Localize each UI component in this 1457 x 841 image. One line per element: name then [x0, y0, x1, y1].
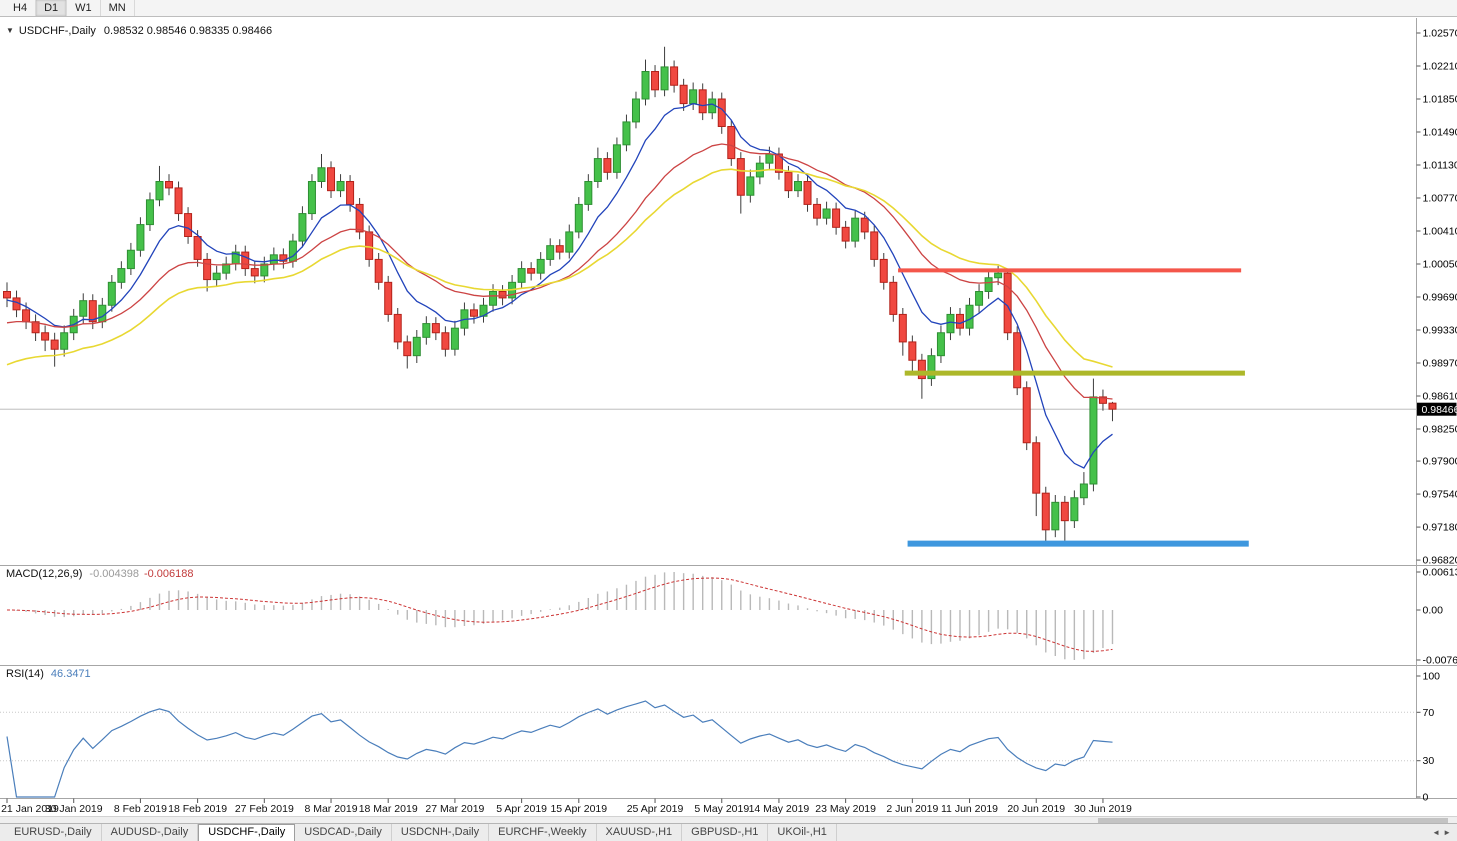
svg-text:0.98250: 0.98250: [1423, 424, 1457, 436]
tab-scroll-buttons: ◄ ►: [1426, 824, 1457, 841]
scrollbar-thumb[interactable]: [1098, 818, 1448, 823]
macd-indicator: [6, 572, 1114, 660]
svg-text:8 Feb 2019: 8 Feb 2019: [114, 803, 167, 815]
svg-text:0.98610: 0.98610: [1423, 391, 1457, 403]
tab-xauusd-h1[interactable]: XAUUSD-,H1: [597, 824, 683, 841]
svg-text:1.00050: 1.00050: [1423, 259, 1457, 271]
svg-text:0: 0: [1423, 792, 1429, 804]
chart-canvas[interactable]: 1.02570 1.02210 1.01850 1.01490 1.01130 1.007…: [0, 0, 1457, 823]
tab-audusd-daily[interactable]: AUDUSD-,Daily: [102, 824, 199, 841]
svg-text:20 Jun 2019: 20 Jun 2019: [1007, 803, 1065, 815]
panel-separators: [0, 18, 1457, 799]
svg-text:0.00613: 0.00613: [1423, 567, 1457, 579]
rsi-value: 46.3471: [50, 668, 91, 680]
timeframe-w1-button[interactable]: W1: [67, 0, 101, 16]
svg-text:0.96820: 0.96820: [1423, 555, 1457, 567]
horizontal-line-objects[interactable]: [898, 268, 1249, 547]
svg-text:70: 70: [1423, 707, 1435, 719]
tab-gbpusd-h1[interactable]: GBPUSD-,H1: [682, 824, 769, 841]
svg-text:1.02210: 1.02210: [1423, 61, 1457, 73]
tab-usdchf-daily[interactable]: USDCHF-,Daily: [198, 824, 296, 841]
svg-text:0.00: 0.00: [1423, 604, 1444, 616]
svg-text:27 Mar 2019: 27 Mar 2019: [425, 803, 484, 815]
timeframe-h4-button[interactable]: H4: [5, 0, 37, 16]
timeframe-d1-button[interactable]: D1: [36, 0, 68, 16]
tab-scroll-left-icon[interactable]: ◄: [1432, 828, 1441, 837]
ma-fast-line: [6, 102, 1113, 469]
svg-text:14 May 2019: 14 May 2019: [749, 803, 810, 815]
svg-text:27 Feb 2019: 27 Feb 2019: [235, 803, 294, 815]
svg-text:0.99690: 0.99690: [1423, 292, 1457, 304]
svg-text:18 Feb 2019: 18 Feb 2019: [168, 803, 227, 815]
svg-text:5 May 2019: 5 May 2019: [694, 803, 749, 815]
tab-usdcnh-daily[interactable]: USDCNH-,Daily: [392, 824, 490, 841]
macd-signal-value: -0.006188: [143, 568, 194, 580]
timeframe-mn-button[interactable]: MN: [101, 0, 135, 16]
svg-text:0.99330: 0.99330: [1423, 325, 1457, 337]
chart-header: ▼ USDCHF-,Daily 0.98532 0.98546 0.98335 0.…: [6, 25, 272, 37]
macd-header: MACD(12,26,9) -0.004398 -0.006188: [6, 568, 194, 580]
svg-text:100: 100: [1423, 671, 1441, 683]
svg-text:18 Mar 2019: 18 Mar 2019: [359, 803, 418, 815]
rsi-axis: 100 70 30 0: [1416, 671, 1441, 804]
candles-layer[interactable]: [3, 46, 1117, 547]
tab-usdcad-daily[interactable]: USDCAD-,Daily: [295, 824, 392, 841]
collapse-chart-icon[interactable]: ▼: [6, 26, 14, 35]
svg-text:1.00770: 1.00770: [1423, 193, 1457, 205]
svg-text:0.97180: 0.97180: [1423, 522, 1457, 534]
chart-symbol-label: USDCHF-,Daily: [18, 25, 96, 37]
tab-scroll-right-icon[interactable]: ►: [1443, 828, 1451, 837]
rsi-header: RSI(14) 46.3471: [6, 668, 91, 680]
tab-eurchf-weekly[interactable]: EURCHF-,Weekly: [489, 824, 597, 841]
tab-ukoil-h1[interactable]: UKOil-,H1: [768, 824, 837, 841]
svg-text:15 Apr 2019: 15 Apr 2019: [550, 803, 607, 815]
horizontal-scrollbar[interactable]: [0, 816, 1457, 823]
svg-text:2 Jun 2019: 2 Jun 2019: [886, 803, 938, 815]
chart-ohlc-values: 0.98532 0.98546 0.98335 0.98466: [103, 25, 273, 37]
svg-text:30 Jun 2019: 30 Jun 2019: [1074, 803, 1132, 815]
svg-text:5 Apr 2019: 5 Apr 2019: [496, 803, 547, 815]
svg-text:1.01130: 1.01130: [1423, 160, 1457, 172]
timeframe-toolbar: H4 D1 W1 MN: [0, 0, 1457, 17]
ma-slow-line: [6, 168, 1113, 368]
svg-text:25 Apr 2019: 25 Apr 2019: [627, 803, 684, 815]
svg-text:8 Mar 2019: 8 Mar 2019: [304, 803, 357, 815]
current-price-badge: 0.98466: [1417, 402, 1457, 416]
price-axis[interactable]: 1.02570 1.02210 1.01850 1.01490 1.01130 1.007…: [1416, 28, 1457, 567]
svg-text:1.01490: 1.01490: [1423, 127, 1457, 139]
svg-text:0.97900: 0.97900: [1423, 456, 1457, 468]
svg-text:30 Jan 2019: 30 Jan 2019: [45, 803, 103, 815]
svg-text:30: 30: [1423, 755, 1435, 767]
svg-text:23 May 2019: 23 May 2019: [815, 803, 876, 815]
svg-text:21 Jan 2019: 21 Jan 2019: [1, 803, 59, 815]
svg-text:0.98970: 0.98970: [1423, 358, 1457, 370]
svg-text:1.02570: 1.02570: [1423, 28, 1457, 40]
tab-eurusd-daily[interactable]: EURUSD-,Daily: [5, 824, 102, 841]
svg-text:0.98466: 0.98466: [1422, 404, 1457, 416]
macd-label: MACD(12,26,9): [6, 568, 83, 580]
macd-value: -0.004398: [89, 568, 139, 580]
svg-text:0.97540: 0.97540: [1423, 489, 1457, 501]
svg-text:11 Jun 2019: 11 Jun 2019: [941, 803, 998, 815]
rsi-indicator: [0, 700, 1417, 798]
rsi-label: RSI(14): [6, 668, 44, 680]
svg-text:1.00410: 1.00410: [1423, 226, 1457, 238]
chart-tabbar: EURUSD-,Daily AUDUSD-,Daily USDCHF-,Dail…: [0, 823, 1457, 841]
svg-text:1.01850: 1.01850: [1423, 94, 1457, 106]
